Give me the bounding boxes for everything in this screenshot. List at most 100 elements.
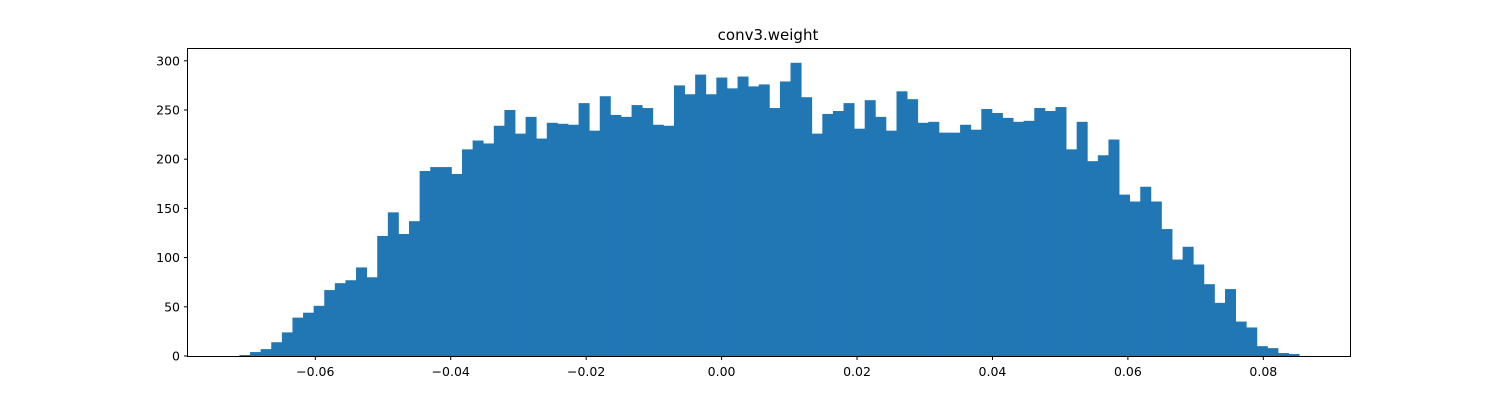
histogram-bar	[811, 133, 823, 356]
x-tick-label: 0.06	[1114, 364, 1142, 379]
histogram-bar	[1055, 107, 1067, 356]
x-axis: −0.06 −0.04 −0.02 0.00 0.02 0.04 0.06 0.08	[296, 356, 1277, 379]
histogram-bar	[462, 149, 474, 356]
histogram-bar	[652, 124, 664, 357]
histogram-bar	[1002, 117, 1014, 356]
histogram-bar	[960, 124, 972, 357]
y-tick-label: 300	[156, 53, 180, 68]
histogram-bar	[239, 355, 251, 356]
x-tick-label: 0.00	[708, 364, 736, 379]
histogram-bar	[557, 123, 569, 357]
x-tick-label: 0.08	[1249, 364, 1277, 379]
histogram-bar	[726, 88, 738, 356]
x-tick-label: 0.02	[843, 364, 871, 379]
x-tick-label: −0.02	[567, 364, 605, 379]
histogram-bar	[589, 130, 601, 356]
histogram-bar	[779, 81, 791, 356]
histogram-bar	[430, 167, 442, 356]
histogram-bar	[387, 212, 399, 356]
histogram-bar	[1097, 155, 1109, 356]
y-axis: 0 50 100 150 200 250 300	[156, 53, 188, 364]
histogram-bar	[875, 116, 887, 357]
histogram-bar	[885, 130, 897, 356]
histogram-bar	[663, 125, 675, 356]
histogram-bar	[928, 121, 940, 356]
histogram-bar	[419, 171, 431, 356]
histogram-bar	[801, 97, 813, 356]
histogram-bar	[1225, 289, 1237, 356]
histogram-bar	[631, 105, 643, 356]
histogram-bar	[822, 113, 834, 356]
y-tick-label: 0	[172, 349, 180, 364]
histogram-bar	[1182, 246, 1194, 356]
histogram-bar	[599, 96, 611, 356]
histogram-bar	[705, 94, 717, 356]
histogram-bar	[546, 122, 558, 356]
x-tick-label: −0.06	[296, 364, 334, 379]
histogram-bar	[260, 349, 272, 356]
histogram-bar	[1235, 321, 1247, 356]
histogram-bar	[483, 143, 495, 356]
histogram-bar	[610, 114, 622, 356]
x-tick-label: −0.04	[432, 364, 470, 379]
histogram-bar	[1214, 302, 1226, 356]
histogram-bar	[1150, 201, 1162, 356]
histogram-bar	[907, 99, 919, 357]
histogram-bar	[567, 124, 579, 357]
histogram-bar	[366, 277, 378, 356]
histogram-bar	[493, 125, 505, 356]
histogram-bar	[292, 317, 304, 356]
histogram-bar	[917, 122, 929, 356]
histogram-bar	[758, 84, 770, 356]
histogram-bar	[832, 110, 844, 356]
histogram-bar	[514, 133, 526, 356]
histogram-bar	[1267, 348, 1279, 356]
histogram-bar	[716, 77, 728, 357]
histogram-bar	[642, 108, 654, 357]
histogram-bar	[334, 283, 346, 356]
y-tick-label: 200	[156, 152, 180, 167]
histogram-bar	[1108, 139, 1120, 356]
histogram-bar	[1119, 194, 1131, 356]
histogram-bar	[769, 108, 781, 357]
histogram-bar	[843, 103, 855, 356]
histogram-bar	[356, 267, 368, 356]
histogram-bar	[525, 116, 537, 357]
histogram-bar	[1193, 264, 1205, 356]
histogram-bar	[1203, 284, 1215, 356]
y-tick-label: 150	[156, 201, 180, 216]
histogram-bar	[620, 116, 632, 357]
histogram-bar	[409, 221, 421, 356]
histogram-bar	[1034, 108, 1046, 357]
histogram-bar	[737, 76, 749, 357]
histogram-bar	[1087, 161, 1099, 356]
histogram-bar	[854, 128, 866, 356]
plot-frame	[187, 48, 1351, 357]
histogram-bar	[451, 173, 463, 356]
chart-title: conv3.weight	[718, 26, 819, 44]
histogram-bar	[377, 235, 389, 356]
histogram-bar	[1044, 110, 1056, 356]
histogram-bar	[1023, 120, 1035, 356]
histogram-bar	[1278, 353, 1290, 356]
histogram-bar	[695, 74, 707, 356]
histogram-bar	[313, 305, 325, 356]
histogram-bar	[345, 280, 357, 356]
histogram-bar	[1129, 201, 1141, 356]
histogram-bar	[684, 94, 696, 356]
histogram-bar	[1076, 121, 1088, 356]
histogram-bar	[1246, 327, 1258, 356]
histogram-bar	[970, 129, 982, 356]
histogram-bar	[1256, 346, 1268, 356]
histogram-bar	[748, 86, 760, 357]
histogram-bar	[440, 167, 452, 356]
histogram-bar	[578, 103, 590, 356]
histogram-bar	[1066, 149, 1078, 356]
y-tick-label: 50	[164, 299, 180, 314]
histogram-bar	[981, 109, 993, 357]
histogram-bar	[324, 290, 336, 356]
histogram-bar	[398, 233, 410, 356]
histogram-bar	[250, 352, 262, 356]
histogram-bar	[536, 138, 548, 356]
